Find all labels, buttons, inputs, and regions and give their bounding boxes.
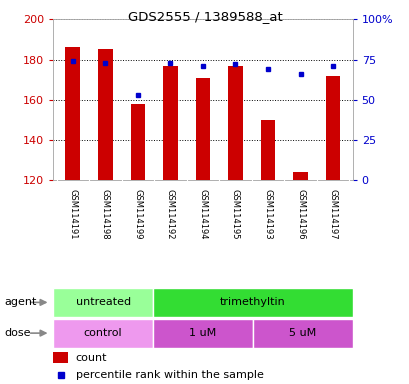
Bar xyxy=(252,319,352,348)
Text: percentile rank within the sample: percentile rank within the sample xyxy=(76,370,263,380)
Bar xyxy=(130,104,145,180)
Bar xyxy=(153,288,352,317)
Text: agent: agent xyxy=(4,297,36,308)
Bar xyxy=(292,172,307,180)
Bar xyxy=(163,66,178,180)
Text: 1 uM: 1 uM xyxy=(189,328,216,338)
Text: GSM114193: GSM114193 xyxy=(263,189,272,240)
Text: untreated: untreated xyxy=(75,297,130,308)
Text: dose: dose xyxy=(4,328,31,338)
Text: control: control xyxy=(84,328,122,338)
Text: GSM114195: GSM114195 xyxy=(230,189,239,240)
Bar xyxy=(260,120,275,180)
Text: GSM114191: GSM114191 xyxy=(68,189,77,240)
Bar xyxy=(65,47,80,180)
Text: count: count xyxy=(76,353,107,362)
Bar xyxy=(153,319,252,348)
Bar xyxy=(227,66,242,180)
Text: GDS2555 / 1389588_at: GDS2555 / 1389588_at xyxy=(127,10,282,23)
Text: GSM114192: GSM114192 xyxy=(166,189,175,240)
Text: trimethyltin: trimethyltin xyxy=(219,297,285,308)
Text: 5 uM: 5 uM xyxy=(288,328,316,338)
Bar xyxy=(98,50,112,180)
Text: GSM114199: GSM114199 xyxy=(133,189,142,240)
Text: GSM114198: GSM114198 xyxy=(101,189,110,240)
Text: GSM114196: GSM114196 xyxy=(295,189,304,240)
Bar xyxy=(195,78,210,180)
Bar xyxy=(53,288,153,317)
Bar xyxy=(53,352,68,363)
Bar xyxy=(325,76,339,180)
Text: GSM114197: GSM114197 xyxy=(328,189,337,240)
Bar xyxy=(53,319,153,348)
Text: GSM114194: GSM114194 xyxy=(198,189,207,240)
